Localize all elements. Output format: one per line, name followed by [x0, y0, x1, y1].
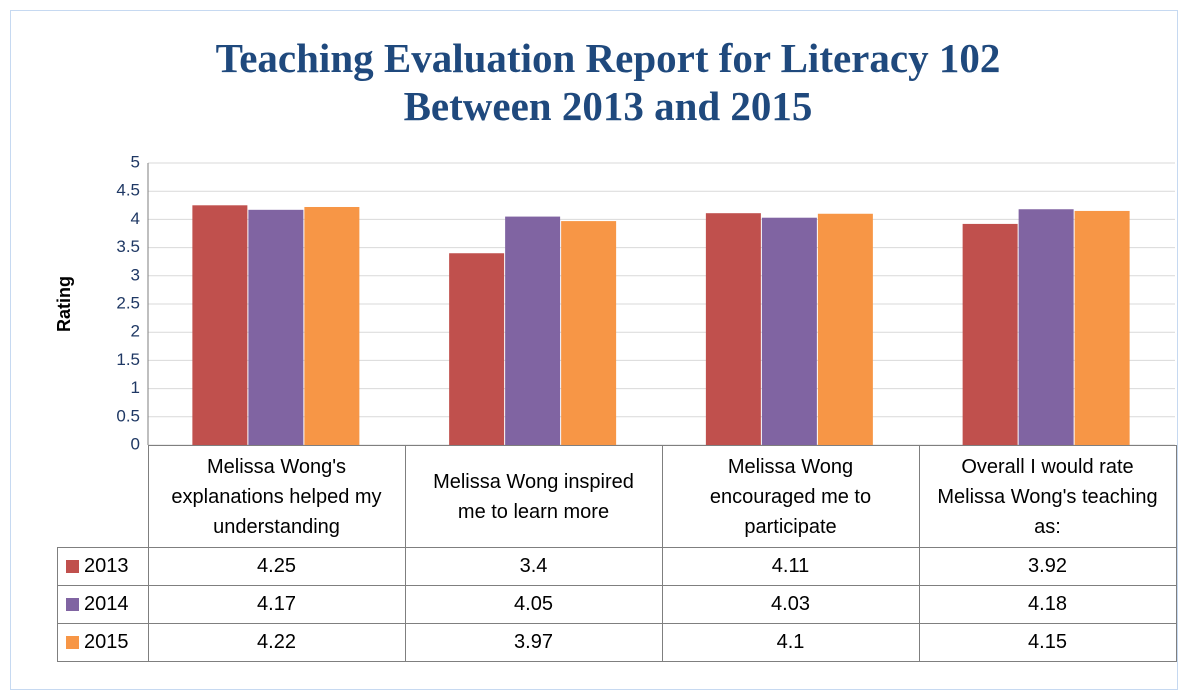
- category-cell: Melissa Wong inspired me to learn more: [404, 445, 663, 548]
- bar: [761, 217, 817, 445]
- x-tick-label: Overall I would rate Melissa Wong's teac…: [937, 455, 1158, 538]
- value-cell: 4.1: [661, 623, 920, 662]
- category-cell: Melissa Wong's explanations helped my un…: [147, 445, 406, 548]
- legend-cell: 2013: [57, 547, 149, 586]
- bar: [192, 205, 248, 445]
- value-cell: 4.18: [918, 585, 1177, 624]
- value-cell: 4.22: [147, 623, 406, 662]
- bar: [304, 206, 360, 445]
- value-cell: 4.15: [918, 623, 1177, 662]
- y-tick-label: 3.5: [116, 237, 140, 256]
- value-cell: 3.97: [404, 623, 663, 662]
- data-table: Melissa Wong's explanations helped my un…: [57, 445, 1177, 662]
- table-row: 2013 4.25 3.4 4.11 3.92: [57, 547, 1177, 586]
- bar: [962, 223, 1018, 445]
- value-cell: 4.17: [147, 585, 406, 624]
- bar: [705, 213, 761, 445]
- y-tick-label: 1: [131, 378, 140, 397]
- legend-label: 2015: [84, 631, 129, 653]
- x-tick-label: Melissa Wong inspired me to learn more: [433, 470, 634, 523]
- category-cell: Melissa Wong encouraged me to participat…: [661, 445, 920, 548]
- bar: [248, 209, 304, 445]
- legend-label: 2013: [84, 555, 129, 577]
- x-tick-label: Melissa Wong encouraged me to participat…: [709, 455, 872, 538]
- y-tick-label: 2.5: [116, 293, 140, 312]
- blank-cell: [58, 446, 149, 548]
- legend-swatch: [66, 598, 79, 612]
- x-tick-label: Melissa Wong's explanations helped my un…: [171, 455, 382, 538]
- bar: [1018, 209, 1074, 445]
- y-tick-label: 0: [131, 434, 140, 453]
- y-tick-label: 5: [131, 152, 140, 171]
- y-tick-label: 4: [131, 209, 140, 228]
- y-axis-label: Rating: [54, 276, 74, 332]
- bar: [505, 216, 561, 445]
- y-tick-label: 0.5: [116, 406, 140, 425]
- bar: [561, 221, 617, 445]
- bar: [817, 213, 873, 445]
- table-header-row: Melissa Wong's explanations helped my un…: [58, 445, 1177, 548]
- value-cell: 4.11: [661, 547, 920, 586]
- bar: [1074, 210, 1130, 445]
- value-cell: 3.92: [918, 547, 1177, 586]
- y-tick-label: 3: [131, 265, 140, 284]
- value-cell: 4.05: [404, 585, 663, 624]
- bar: [449, 253, 505, 445]
- value-cell: 3.4: [404, 547, 663, 586]
- y-tick-label: 4.5: [116, 181, 140, 200]
- table-row: 2014 4.17 4.05 4.03 4.18: [57, 585, 1177, 624]
- legend-swatch: [66, 636, 79, 650]
- legend-cell: 2015: [57, 623, 149, 662]
- y-tick-label: 2: [131, 322, 140, 341]
- y-tick-label: 1.5: [116, 350, 140, 369]
- chart-title: Teaching Evaluation Report for Literacy …: [215, 35, 1001, 129]
- legend-label: 2014: [84, 593, 129, 615]
- value-cell: 4.03: [661, 585, 920, 624]
- value-cell: 4.25: [147, 547, 406, 586]
- table-row: 2015 4.22 3.97 4.1 4.15: [57, 623, 1177, 662]
- category-cell: Overall I would rate Melissa Wong's teac…: [918, 445, 1177, 548]
- legend-swatch: [66, 560, 79, 574]
- legend-cell: 2014: [57, 585, 149, 624]
